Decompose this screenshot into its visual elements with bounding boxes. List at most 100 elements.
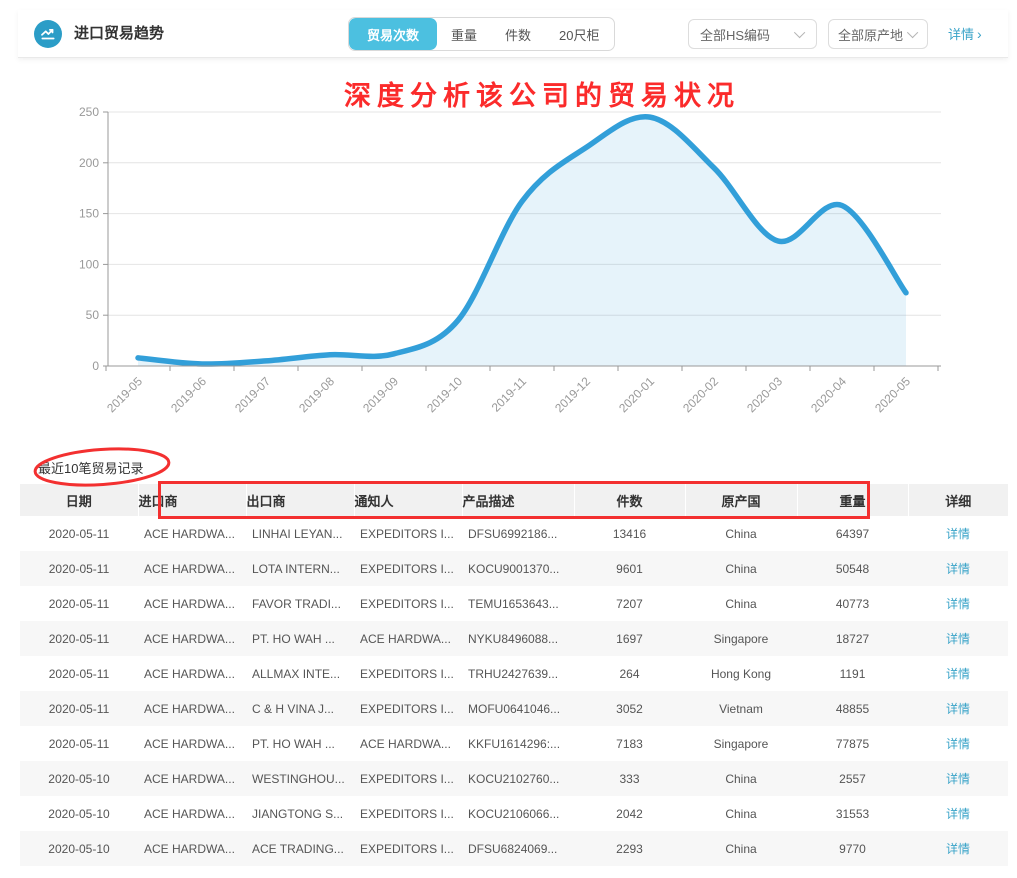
origin-filter[interactable]: 全部原产地: [828, 19, 928, 49]
table-cell: China: [685, 831, 797, 866]
table-header-row: 日期 进口商 出口商 通知人 产品描述 件数 原产国 重量 详细: [20, 484, 1008, 516]
table-cell: ACE HARDWA...: [138, 691, 246, 726]
row-detail-link[interactable]: 详情: [945, 527, 970, 541]
row-detail-link[interactable]: 详情: [945, 807, 970, 821]
table-cell: 333: [574, 761, 685, 796]
metric-tab[interactable]: 贸易次数: [349, 18, 438, 50]
table-cell: 9770: [797, 831, 908, 866]
row-detail-link[interactable]: 详情: [945, 562, 970, 576]
table-cell: 2020-05-11: [20, 621, 138, 656]
svg-text:50: 50: [86, 308, 100, 322]
table-cell: Hong Kong: [710, 666, 772, 681]
chevron-down-icon: [906, 26, 919, 39]
table-cell: ACE HARDWA...: [144, 596, 235, 611]
table-cell: WESTINGHOU...: [246, 761, 354, 796]
column-header: 通知人: [354, 484, 463, 516]
svg-text:200: 200: [79, 156, 99, 170]
table-cell: 2020-05-11: [48, 526, 110, 541]
table-cell: ACE HARDWA...: [138, 831, 246, 866]
table-cell: 2020-05-11: [48, 666, 110, 681]
table-cell: ACE HARDWA...: [144, 806, 235, 821]
table-cell: EXPEDITORS I...: [360, 666, 454, 681]
column-header: 原产国: [685, 484, 798, 516]
svg-text:2020-04: 2020-04: [808, 374, 849, 415]
table-cell: 2293: [574, 831, 685, 866]
table-cell: 31553: [835, 806, 870, 821]
svg-text:2019-12: 2019-12: [552, 374, 593, 415]
table-cell: China: [725, 806, 757, 821]
table-row: 2020-05-10 ACE HARDWA... JIANGTONG S... EXP…: [20, 796, 1008, 831]
trade-trend-chart: 0 50 100 150 200 250 2019-05 2019-06 2019-07 2019…: [20, 88, 1008, 448]
table-cell: 1191: [839, 666, 866, 681]
table-cell: EXPEDITORS I...: [354, 831, 462, 866]
table-cell: EXPEDITORS I...: [354, 761, 462, 796]
table-cell: ACE HARDWA...: [360, 736, 451, 751]
metric-tab[interactable]: 重量: [437, 18, 491, 50]
svg-text:2019-11: 2019-11: [489, 374, 530, 415]
table-cell: MOFU0641046...: [462, 691, 574, 726]
table-cell: China: [685, 761, 797, 796]
table-cell: PT. HO WAH ...: [246, 621, 354, 656]
table-cell: 77875: [835, 736, 870, 751]
hs-code-filter-value: 全部HS编码: [700, 27, 771, 43]
table-cell: 3052: [574, 691, 685, 726]
metric-tab[interactable]: 20尺柜: [545, 18, 613, 50]
table-cell: 50548: [797, 551, 908, 586]
header-detail-link[interactable]: 详情 ›: [948, 26, 982, 42]
row-detail-link[interactable]: 详情: [945, 667, 970, 681]
svg-text:2020-02: 2020-02: [680, 374, 721, 415]
row-detail-link[interactable]: 详情: [945, 842, 970, 856]
origin-filter-value: 全部原产地: [838, 27, 904, 43]
table-row: 2020-05-11 ACE HARDWA... PT. HO WAH ... ACE…: [20, 726, 1008, 761]
row-detail-link[interactable]: 详情: [945, 702, 970, 716]
table-cell: ACE HARDWA...: [138, 761, 246, 796]
chevron-right-icon: ›: [977, 26, 982, 42]
svg-text:2019-09: 2019-09: [360, 374, 401, 415]
svg-text:2020-01: 2020-01: [616, 374, 657, 415]
table-cell: 2020-05-10: [48, 806, 110, 821]
metric-tabs: 贸易次数 重量 件数 20尺柜: [348, 17, 615, 51]
table-cell: 2557: [797, 761, 908, 796]
row-detail-link[interactable]: 详情: [945, 772, 970, 786]
table-cell: ACE HARDWA...: [144, 736, 235, 751]
table-row: 2020-05-11 ACE HARDWA... ALLMAX INTE... EXP…: [20, 656, 1008, 691]
table-cell: ACE HARDWA...: [138, 621, 246, 656]
table-cell: EXPEDITORS I...: [360, 526, 454, 541]
table-row: 2020-05-11 ACE HARDWA... C & H VINA J... EX…: [20, 691, 1008, 726]
svg-text:2019-08: 2019-08: [296, 374, 337, 415]
table-cell: 2020-05-11: [20, 691, 138, 726]
column-header: 详细: [908, 484, 1008, 516]
row-detail-link[interactable]: 详情: [945, 737, 970, 751]
page-title: 进口贸易趋势: [74, 25, 165, 42]
column-header: 产品描述: [462, 484, 575, 516]
row-detail-link[interactable]: 详情: [945, 632, 970, 646]
svg-text:100: 100: [79, 257, 99, 271]
metric-tab[interactable]: 件数: [491, 18, 545, 50]
table-cell: China: [725, 526, 757, 541]
table-cell: JIANGTONG S...: [252, 806, 344, 821]
table-row: 2020-05-11 ACE HARDWA... LINHAI LEYAN... EX…: [20, 516, 1008, 551]
table-row: 2020-05-10 ACE HARDWA... ACE TRADING... EXP…: [20, 831, 1008, 866]
svg-text:2019-05: 2019-05: [104, 374, 145, 415]
column-header: 出口商: [246, 484, 355, 516]
column-header: 件数: [574, 484, 686, 516]
column-header: 日期: [20, 484, 139, 516]
annotation-headline: 深度分析该公司的贸易状况: [344, 81, 740, 111]
hs-code-filter[interactable]: 全部HS编码: [688, 19, 817, 49]
records-section-title: 最近10笔贸易记录: [38, 461, 144, 476]
table-cell: 2020-05-11: [48, 596, 110, 611]
row-detail-link[interactable]: 详情: [945, 597, 970, 611]
table-cell: DFSU6992186...: [468, 526, 558, 541]
svg-text:150: 150: [79, 207, 99, 221]
table-cell: FAVOR TRADI...: [252, 596, 341, 611]
table-cell: EXPEDITORS I...: [354, 691, 462, 726]
table-cell: ALLMAX INTE...: [252, 666, 341, 681]
table-cell: LINHAI LEYAN...: [252, 526, 343, 541]
table-row: 2020-05-11 ACE HARDWA... FAVOR TRADI... EXP…: [20, 586, 1008, 621]
table-cell: Singapore: [685, 621, 797, 656]
table-cell: EXPEDITORS I...: [360, 806, 454, 821]
svg-text:2020-05: 2020-05: [872, 374, 913, 415]
table-cell: 2042: [616, 806, 643, 821]
table-cell: KOCU2102760...: [462, 761, 574, 796]
